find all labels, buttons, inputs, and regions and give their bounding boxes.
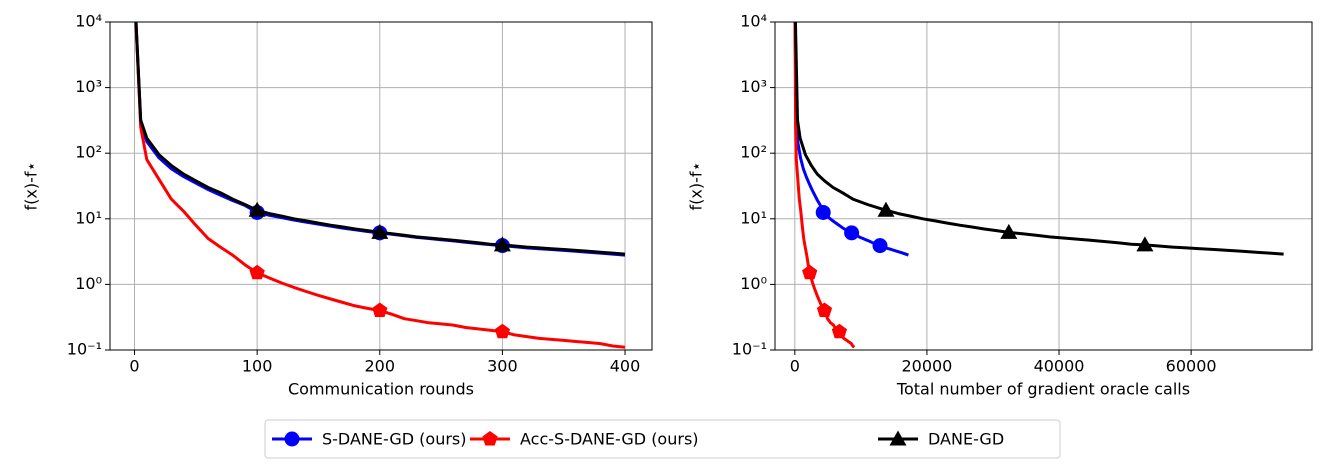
y-axis-label: f(x)-f⋆ [22, 161, 41, 210]
y-tick-label: 10² [75, 143, 102, 162]
y-axis-label: f(x)-f⋆ [687, 161, 706, 210]
series-line [793, 22, 1284, 256]
y-tick-label: 10⁴ [75, 12, 102, 31]
marker [1000, 223, 1018, 239]
legend-label: Acc-S-DANE-GD (ours) [520, 430, 699, 449]
legend-marker [889, 430, 907, 446]
marker [816, 302, 833, 317]
y-tick-label: 10¹ [75, 208, 102, 227]
x-tick-label: 0 [129, 357, 139, 376]
plot-area [134, 22, 626, 349]
y-tick-label: 10³ [75, 77, 102, 96]
y-tick-label: 10³ [740, 77, 767, 96]
subplot: 0 20000 40000 60000 10⁻¹ 10⁰ 10¹ 10² 10³ 10⁴ Total… [687, 12, 1313, 399]
legend-label: DANE-GD [928, 430, 1004, 449]
axes-frame [109, 21, 653, 351]
x-tick-label: 400 [610, 357, 641, 376]
marker [844, 225, 860, 241]
y-tick-label: 10⁻¹ [67, 340, 102, 359]
x-axis-label: Total number of gradient oracle calls [896, 380, 1190, 399]
series-line [793, 22, 909, 257]
marker [493, 236, 511, 252]
marker [494, 323, 510, 339]
marker [872, 238, 888, 254]
x-tick-label: 60000 [1166, 357, 1217, 376]
legend-marker [482, 431, 498, 446]
x-tick-label: 300 [487, 357, 518, 376]
x-tick-label: 40000 [1034, 357, 1085, 376]
y-tick-label: 10⁻¹ [732, 340, 767, 359]
marker [371, 223, 389, 239]
marker [802, 264, 818, 280]
legend-label: S-DANE-GD (ours) [322, 430, 466, 449]
y-tick-label: 10⁰ [75, 274, 102, 293]
x-axis-label: Communication rounds [288, 380, 474, 399]
x-tick-label: 100 [242, 357, 273, 376]
marker [372, 302, 388, 317]
y-tick-label: 10² [740, 143, 767, 162]
marker [249, 264, 265, 280]
marker [831, 323, 847, 339]
x-tick-label: 200 [365, 357, 396, 376]
legend: S-DANE-GD (ours) Acc-S-DANE-GD (ours) DANE… [264, 419, 1061, 459]
plot-area [793, 22, 1284, 349]
marker [815, 204, 831, 220]
x-tick-label: 0 [790, 357, 800, 376]
legend-box [264, 419, 1061, 459]
y-tick-label: 10⁰ [740, 274, 767, 293]
axes-frame [774, 21, 1313, 351]
y-tick-label: 10¹ [740, 208, 767, 227]
legend-marker [284, 431, 300, 447]
marker [248, 201, 266, 217]
subplot: 0 100 200 300 400 10⁻¹ 10⁰ 10¹ 10² 10³ 10⁴ Communic… [22, 12, 653, 399]
marker [1136, 236, 1154, 252]
marker [877, 201, 895, 217]
y-tick-label: 10⁴ [740, 12, 767, 31]
series-line [134, 22, 626, 256]
x-tick-label: 20000 [901, 357, 952, 376]
